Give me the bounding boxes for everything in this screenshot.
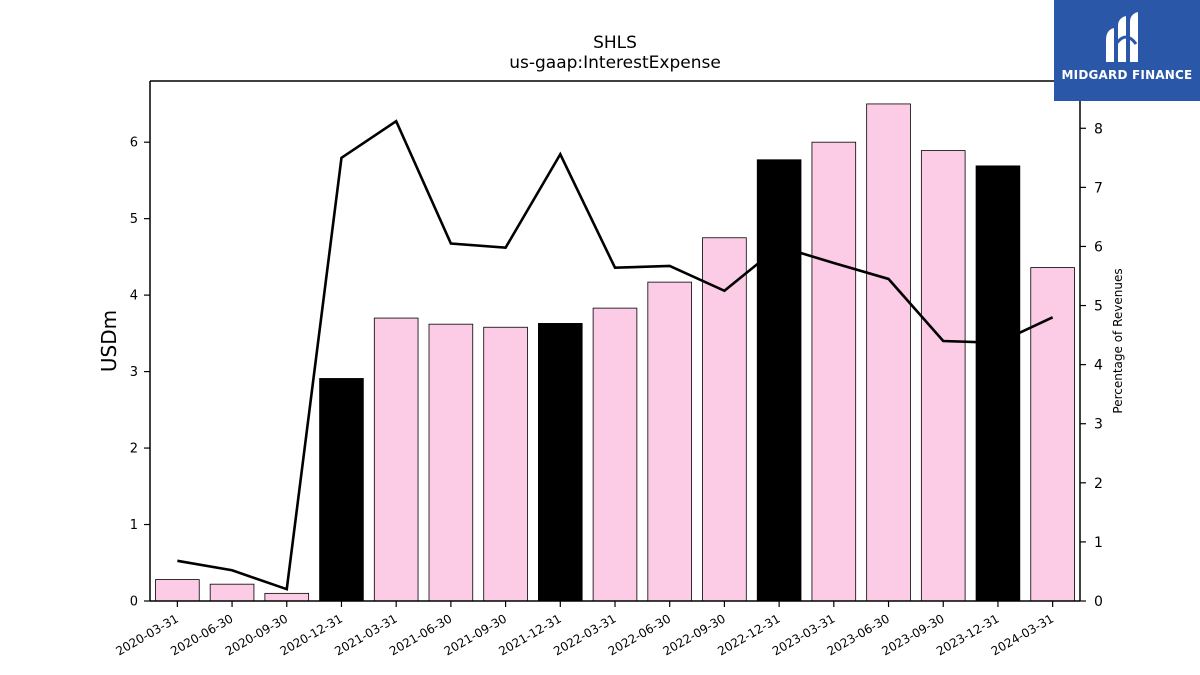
y2-tick-label: 1 xyxy=(1094,535,1103,551)
y-tick-label: 0 xyxy=(130,595,138,610)
y-axis-label: USDm xyxy=(97,310,121,372)
bar-2022-09-30 xyxy=(702,237,747,602)
y2-tick-label: 4 xyxy=(1094,358,1103,374)
y-tick-label: 2 xyxy=(130,442,138,457)
logo-text: MIDGARD FINANCE xyxy=(1061,68,1193,82)
y-tick-label: 3 xyxy=(130,365,138,380)
chart-subtitle: us-gaap:InterestExpense xyxy=(509,53,721,73)
bar-2022-12-31 xyxy=(756,159,802,602)
bar-2020-03-31 xyxy=(155,579,200,602)
y-tick-label: 4 xyxy=(130,289,138,304)
bar-2020-09-30 xyxy=(264,592,310,602)
bar-2023-09-30 xyxy=(920,150,966,602)
x-tick-label: 2024-03-31 xyxy=(989,611,1056,658)
logo-mark-icon xyxy=(1106,12,1138,62)
y2-tick-label: 3 xyxy=(1094,417,1103,433)
y2-tick-label: 5 xyxy=(1094,299,1103,315)
y-tick-label: 1 xyxy=(130,518,138,533)
bar-2021-09-30 xyxy=(483,326,528,602)
bar-2022-03-31 xyxy=(592,307,638,602)
y2-tick-label: 8 xyxy=(1094,121,1103,137)
y2-tick-label: 2 xyxy=(1094,476,1103,492)
y2-tick-label: 6 xyxy=(1094,239,1103,255)
bar-2021-06-30 xyxy=(428,323,474,602)
chart-title: SHLS xyxy=(593,33,637,53)
bar-2020-06-30 xyxy=(209,583,255,602)
bar-2022-06-30 xyxy=(647,281,692,602)
bar-2023-03-31 xyxy=(811,141,857,602)
y2-axis-label: Percentage of Revenues xyxy=(1111,268,1125,413)
revenue-percentage-line xyxy=(177,119,1054,591)
bar-2020-12-31 xyxy=(319,378,364,602)
bar-2023-12-31 xyxy=(975,165,1021,602)
y2-tick-label: 0 xyxy=(1094,594,1103,610)
y-tick-label: 6 xyxy=(130,136,138,151)
brand-logo: MIDGARD FINANCE xyxy=(1054,0,1200,101)
bar-series xyxy=(155,103,1075,602)
bar-2021-03-31 xyxy=(373,317,419,602)
y-tick-label: 5 xyxy=(130,212,138,227)
bar-2023-06-30 xyxy=(866,103,911,602)
line-series xyxy=(177,119,1054,591)
bar-2021-12-31 xyxy=(538,323,583,602)
y2-tick-label: 7 xyxy=(1094,180,1103,196)
